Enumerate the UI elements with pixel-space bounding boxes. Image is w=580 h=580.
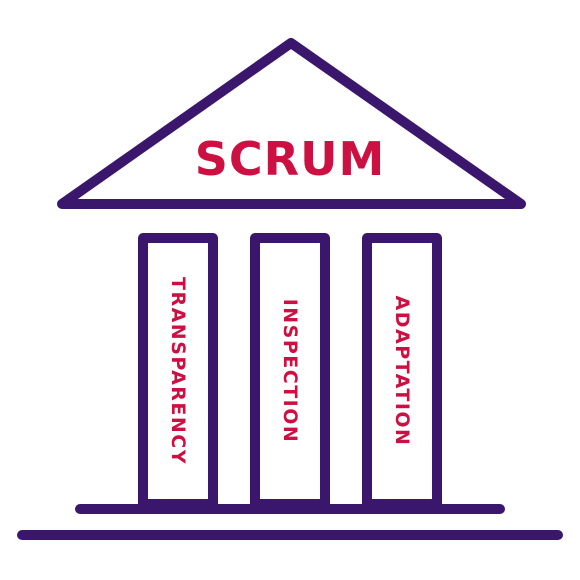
- roof-title: SCRUM: [195, 132, 385, 186]
- roof-triangle: [57, 38, 526, 209]
- pillar-label-adaptation: ADAPTATION: [391, 296, 413, 447]
- pillar-label-inspection: INSPECTION: [279, 299, 301, 444]
- pillar-label-transparency: TRANSPARENCY: [167, 277, 189, 465]
